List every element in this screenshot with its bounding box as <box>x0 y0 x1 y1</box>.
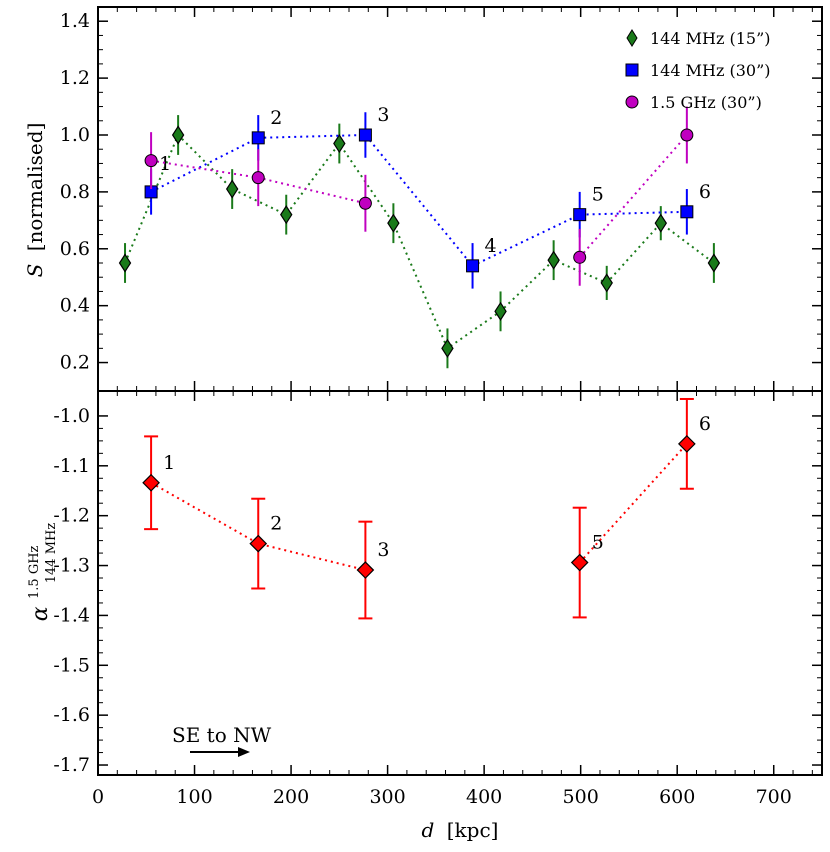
point-label: 2 <box>270 107 282 129</box>
point-label: 5 <box>592 184 604 206</box>
y-tick-label: -1.5 <box>53 654 90 676</box>
data-point <box>333 133 346 154</box>
x-tick-label: 700 <box>756 786 792 808</box>
y-tick-label: -1.2 <box>53 505 90 527</box>
data-point <box>573 250 587 264</box>
data-point <box>171 125 185 145</box>
legend-label: 144 MHz (15”) <box>650 29 771 48</box>
x-tick-label: 300 <box>369 786 405 808</box>
x-tick-label: 400 <box>466 786 502 808</box>
bottom-y-axis-title: α 1.5 GHz 144 MHz <box>19 523 59 622</box>
y-tick-label: 1.4 <box>60 10 90 32</box>
y-tick-label: 0.2 <box>60 352 90 374</box>
top-y-axis-title: S [normalised] <box>23 123 47 278</box>
data-point <box>144 154 158 168</box>
point-label: 4 <box>485 235 497 257</box>
point-label: 3 <box>377 104 389 126</box>
y-tick-label: 1.0 <box>60 124 90 146</box>
y-tick-label: -1.1 <box>53 455 90 477</box>
data-point <box>466 259 480 273</box>
top-panel: 0.2 0.4 0.6 0.8 1.0 1.2 1.4 1 2 3 4 5 6 144 MHz (15”)… <box>60 6 823 392</box>
legend-label: 1.5 GHz (30”) <box>650 93 762 112</box>
data-point <box>142 473 160 492</box>
data-point <box>251 131 265 145</box>
data-point <box>280 205 293 225</box>
bottom-panel: -1.0 -1.1 -1.2 -1.3 -1.4 -1.5 -1.6 -1.70 100 200 3… <box>53 390 823 808</box>
y-tick-label: -1.3 <box>53 555 90 577</box>
x-tick-label: 100 <box>176 786 212 808</box>
data-point <box>680 128 694 142</box>
data-point <box>494 301 507 321</box>
legend: 144 MHz (15”) 144 MHz (30”) 1.5 GHz (30”) <box>625 29 771 112</box>
data-point <box>654 213 668 233</box>
data-point <box>678 435 696 453</box>
x-axis-title: d [kpc] <box>422 818 499 842</box>
legend-marker <box>625 95 639 109</box>
data-point <box>680 205 694 219</box>
y-tick-label: -1.7 <box>53 754 90 776</box>
x-tick-label: 500 <box>563 786 599 808</box>
y-tick-label: -1.6 <box>53 704 90 726</box>
data-point <box>547 250 560 270</box>
legend-marker <box>625 63 639 77</box>
y-tick-label: 0.8 <box>60 181 90 203</box>
x-tick-label: 600 <box>659 786 695 808</box>
legend-label: 144 MHz (30”) <box>650 61 771 80</box>
direction-arrow-icon <box>190 747 250 757</box>
data-point <box>600 273 613 293</box>
point-label: 1 <box>159 153 171 175</box>
data-point <box>573 208 587 222</box>
data-point <box>387 213 400 233</box>
data-point <box>118 253 132 273</box>
legend-marker <box>626 29 638 47</box>
series-line <box>578 443 688 564</box>
series-line <box>124 133 715 350</box>
x-tick-label: 200 <box>273 786 309 808</box>
y-tick-label: 0.6 <box>60 238 90 260</box>
data-point <box>358 128 372 142</box>
x-tick-label: 0 <box>92 786 104 808</box>
data-point <box>570 553 589 572</box>
y-tick-label: 1.2 <box>60 67 90 89</box>
point-label: 3 <box>377 539 389 561</box>
point-label: 5 <box>592 532 604 554</box>
point-label: 1 <box>163 452 175 474</box>
data-point <box>249 534 268 553</box>
data-point <box>358 196 372 210</box>
data-point <box>251 171 265 185</box>
y-tick-label: -1.4 <box>53 604 90 626</box>
y-tick-label: -1.0 <box>53 405 90 427</box>
y-tick-label: 0.4 <box>60 295 90 317</box>
plot-frame <box>97 390 823 776</box>
direction-annotation-label: SE to NW <box>172 723 272 747</box>
data-point <box>441 338 454 358</box>
data-point <box>225 179 239 199</box>
data-point <box>707 253 721 273</box>
data-point <box>356 561 375 579</box>
point-label: 6 <box>699 413 711 435</box>
point-label: 2 <box>270 513 282 535</box>
point-label: 6 <box>699 181 711 203</box>
